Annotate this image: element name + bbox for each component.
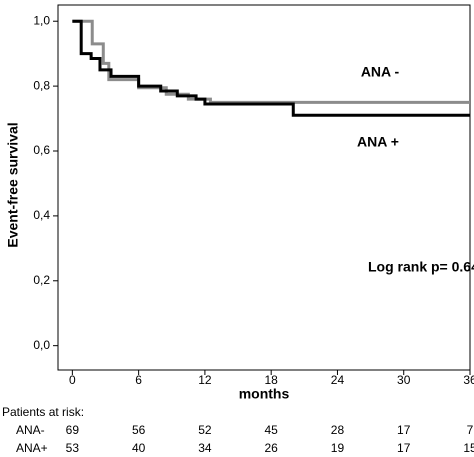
risk-count: 69 — [66, 423, 80, 437]
y-axis-label: Event-free survival — [5, 122, 21, 247]
annotation: Log rank p= 0.647 — [368, 259, 474, 275]
y-tick-label: 0,8 — [33, 78, 50, 92]
risk-row-label: ANA- — [16, 423, 45, 437]
risk-count: 19 — [331, 441, 345, 455]
risk-count: 52 — [198, 423, 212, 437]
risk-count: 40 — [132, 441, 146, 455]
survival-curve — [72, 19, 470, 104]
plot-frame — [57, 4, 471, 371]
x-tick-label: 24 — [331, 373, 345, 387]
x-tick-label: 0 — [69, 373, 76, 387]
risk-table-title: Patients at risk: — [2, 405, 84, 419]
y-tick-label: 0,4 — [33, 208, 50, 222]
series-label: ANA - — [361, 64, 400, 80]
risk-count: 53 — [66, 441, 80, 455]
risk-count: 56 — [132, 423, 146, 437]
x-tick-label: 12 — [198, 373, 212, 387]
risk-count: 7 — [467, 423, 474, 437]
y-tick-label: 0,6 — [33, 143, 50, 157]
risk-count: 26 — [264, 441, 278, 455]
y-tick-label: 0,0 — [33, 338, 50, 352]
risk-count: 17 — [397, 423, 411, 437]
series-label: ANA + — [357, 134, 399, 150]
survival-curve — [72, 19, 470, 117]
risk-count: 15 — [463, 441, 474, 455]
risk-row-label: ANA+ — [16, 441, 48, 455]
risk-count: 17 — [397, 441, 411, 455]
x-tick-label: 18 — [264, 373, 278, 387]
risk-count: 45 — [264, 423, 278, 437]
x-tick-label: 30 — [397, 373, 411, 387]
x-axis-label: months — [239, 386, 290, 402]
risk-count: 34 — [198, 441, 212, 455]
risk-count: 28 — [331, 423, 345, 437]
x-tick-label: 36 — [463, 373, 474, 387]
y-tick-label: 0,2 — [33, 273, 50, 287]
x-tick-label: 6 — [135, 373, 142, 387]
y-tick-label: 1,0 — [33, 13, 50, 27]
